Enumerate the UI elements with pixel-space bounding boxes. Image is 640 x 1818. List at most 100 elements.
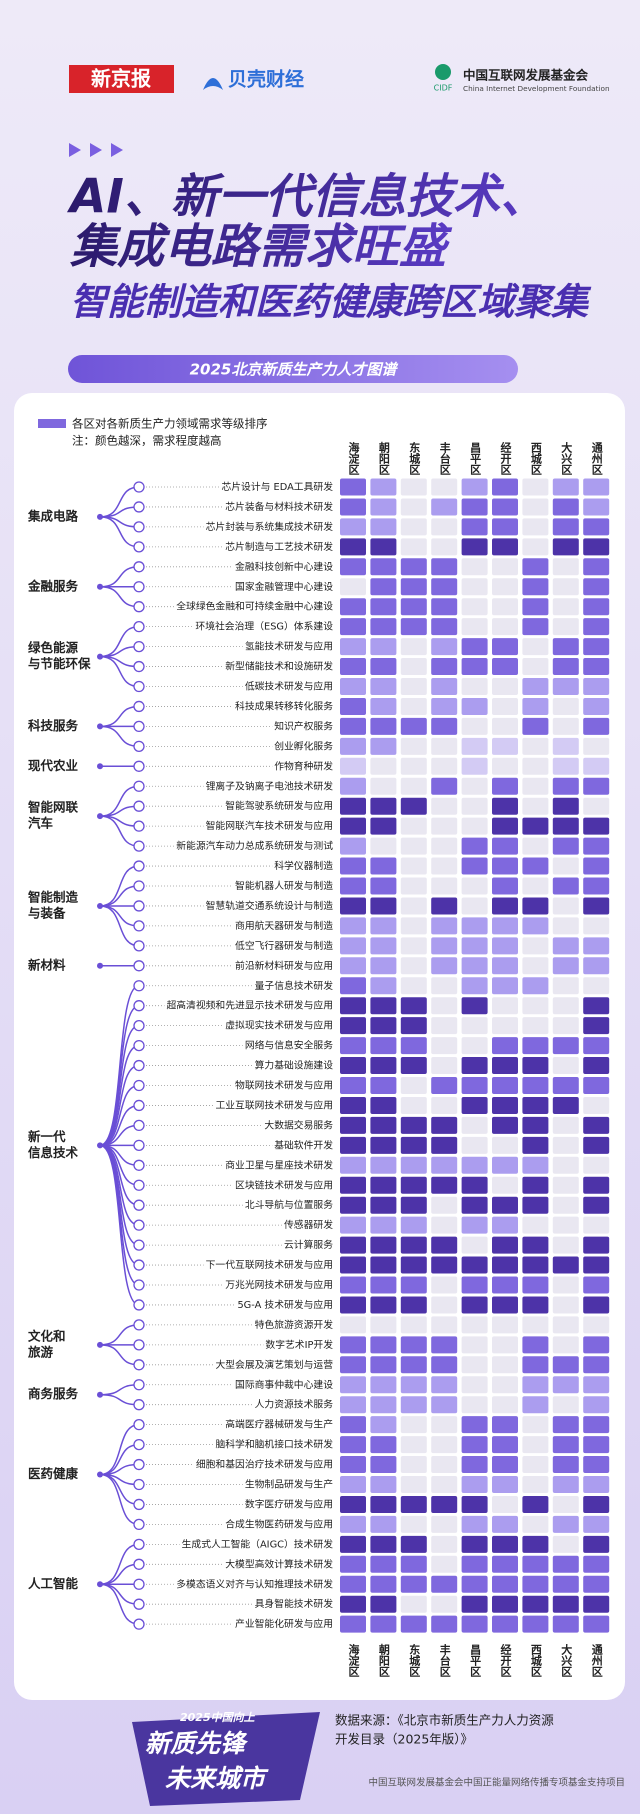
cell [522, 957, 549, 975]
cell [400, 1515, 427, 1533]
row-label: 合成生物医药研发与应用 [225, 1517, 333, 1530]
logo-bk: 贝壳财经 [228, 68, 304, 91]
cell [552, 658, 579, 676]
cell [400, 1476, 427, 1493]
cell [340, 1156, 366, 1174]
row-label: 锂离子及钠离子电池技术研发 [206, 779, 334, 792]
cell [492, 558, 518, 576]
row-label: 具身智能技术研发 [255, 1597, 334, 1610]
row-node [133, 541, 145, 553]
cell [340, 917, 366, 935]
cell [492, 1376, 518, 1394]
label-bg [223, 1517, 333, 1532]
row-node [133, 1558, 145, 1570]
group-label: 医药健康 [28, 1466, 79, 1481]
branch [99, 586, 140, 608]
group-label: 科技服务 [28, 718, 79, 733]
legend-swatch [38, 419, 66, 428]
cell [400, 1296, 427, 1314]
cell [370, 1236, 397, 1254]
cell [400, 837, 427, 855]
cell [340, 1096, 366, 1114]
label-bg [203, 819, 333, 834]
cell [522, 1196, 549, 1214]
footer: 中国互联网发展基金会中国正能量网络传播专项基金支持项目 [368, 1777, 625, 1789]
cell [552, 917, 579, 935]
cell [522, 997, 549, 1015]
cell [492, 997, 518, 1015]
branch [99, 1144, 140, 1306]
cell [340, 1077, 366, 1094]
cell [340, 1136, 366, 1154]
group-label: 集成电路 [27, 508, 79, 523]
cell [400, 897, 427, 915]
cell [431, 837, 458, 855]
cell [370, 1156, 397, 1174]
cell [492, 1057, 518, 1075]
cell [370, 897, 397, 915]
cell [583, 1456, 610, 1474]
cell [492, 957, 518, 975]
cell [400, 1116, 427, 1134]
row-node [133, 640, 145, 653]
cell [492, 737, 518, 755]
cell [522, 678, 549, 695]
row-node [133, 940, 145, 952]
cell [461, 837, 488, 855]
cell [552, 697, 579, 715]
cell [370, 1116, 397, 1134]
cell [400, 1396, 427, 1414]
group-label: 文化和 [28, 1328, 66, 1343]
cell [583, 538, 610, 556]
cell [400, 578, 427, 596]
cell [400, 1017, 427, 1035]
row-node [133, 820, 145, 832]
cell [340, 1356, 366, 1374]
cell [340, 1336, 366, 1354]
cell [492, 1515, 518, 1533]
label-bg [219, 480, 334, 494]
cell [370, 997, 397, 1015]
row-node [133, 561, 145, 573]
cell [370, 1396, 397, 1414]
label-bg [223, 1557, 334, 1572]
cell [583, 997, 610, 1015]
cell [431, 1555, 458, 1573]
cell [431, 1336, 458, 1354]
column-header: 丰台区 [438, 441, 451, 476]
cell [552, 558, 579, 576]
cell [340, 1396, 366, 1414]
cell [340, 1456, 366, 1474]
cell [492, 1535, 518, 1553]
cell [552, 618, 579, 636]
cell [522, 1057, 549, 1075]
cell [461, 797, 488, 815]
cell [400, 1495, 427, 1513]
label-bg [223, 499, 334, 514]
cell [492, 1017, 518, 1035]
cell [583, 1336, 610, 1354]
cell [552, 1236, 579, 1254]
cell [340, 638, 366, 656]
cell [492, 1116, 518, 1134]
cell [583, 837, 610, 855]
row-label: 低碳技术研发与应用 [245, 680, 333, 693]
cell [340, 697, 366, 715]
label-bg [252, 978, 334, 993]
row-label: 人力资源技术服务 [255, 1398, 334, 1411]
cell [552, 857, 579, 875]
cell [370, 1615, 397, 1633]
cell [492, 697, 518, 715]
cell [431, 877, 458, 895]
cell [461, 1077, 488, 1094]
cell [522, 1037, 549, 1055]
cell [370, 578, 397, 596]
column-footer: 东城区 [408, 1643, 421, 1678]
cell [552, 1595, 579, 1613]
row-label: 区块链技术研发与应用 [235, 1178, 333, 1191]
cell [522, 1575, 549, 1593]
row-node [133, 481, 145, 493]
row-label: 虚拟现实技术研发与应用 [225, 1019, 333, 1032]
row-node [133, 1179, 145, 1191]
cell [431, 797, 458, 815]
